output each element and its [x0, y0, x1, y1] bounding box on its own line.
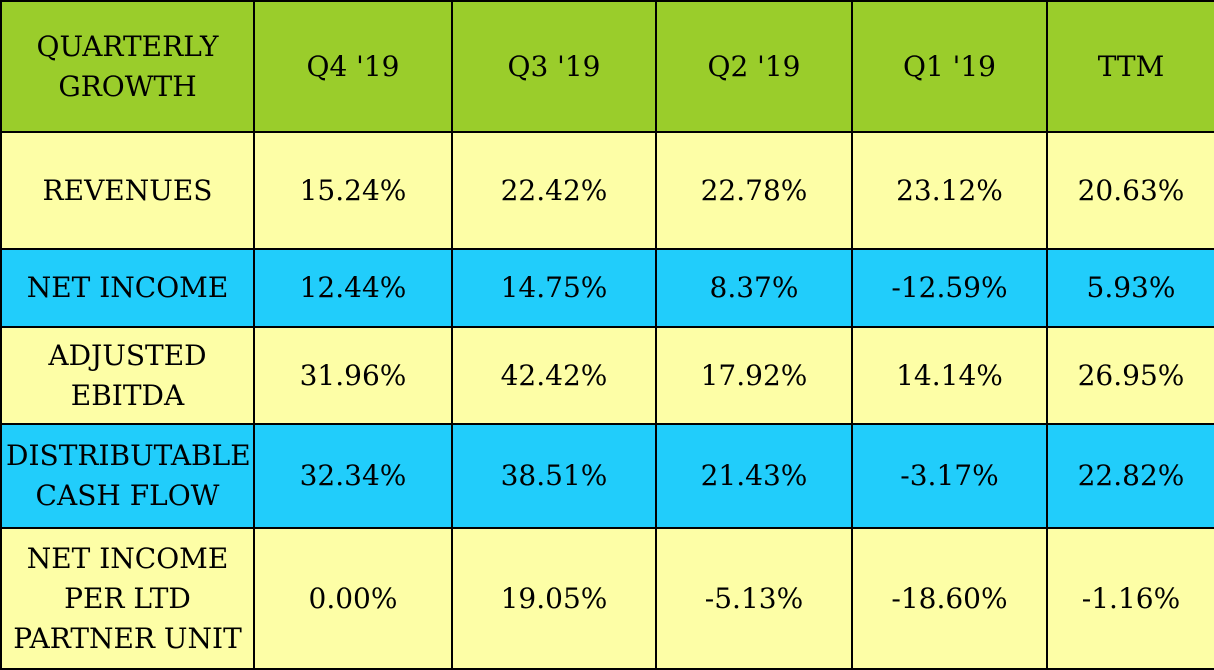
row-label-line: REVENUES [42, 173, 213, 207]
table-row-adjusted-ebitda: ADJUSTED EBITDA 31.96% 42.42% 17.92% 14.… [0, 326, 1214, 425]
table-cell: 8.37% [655, 248, 853, 328]
table-cell: 14.75% [451, 248, 657, 328]
row-label-net-income: NET INCOME [0, 248, 255, 328]
corner-label-line: QUARTERLY [36, 29, 219, 63]
table-cell: 0.00% [253, 527, 453, 670]
row-label-line: PER LTD [64, 581, 191, 615]
table-row-revenues: REVENUES 15.24% 22.42% 22.78% 23.12% 20.… [0, 131, 1214, 250]
table-cell: 20.63% [1046, 131, 1214, 250]
row-label-adjusted-ebitda: ADJUSTED EBITDA [0, 326, 255, 425]
corner-label-line: GROWTH [58, 69, 197, 103]
table-cell: 12.44% [253, 248, 453, 328]
table-cell: -18.60% [851, 527, 1048, 670]
column-header-q3-19: Q3 '19 [451, 0, 657, 133]
table-cell: 15.24% [253, 131, 453, 250]
row-label-revenues: REVENUES [0, 131, 255, 250]
table-cell: 21.43% [655, 423, 853, 529]
column-header-q1-19: Q1 '19 [851, 0, 1048, 133]
table-row-net-income: NET INCOME 12.44% 14.75% 8.37% -12.59% 5… [0, 248, 1214, 328]
table-row-distributable-cash-flow: DISTRIBUTABLE CASH FLOW 32.34% 38.51% 21… [0, 423, 1214, 529]
row-label-distributable-cash-flow: DISTRIBUTABLE CASH FLOW [0, 423, 255, 529]
table-cell: 5.93% [1046, 248, 1214, 328]
table-cell: -1.16% [1046, 527, 1214, 670]
row-label-line: DISTRIBUTABLE [6, 439, 251, 472]
table-cell: 22.78% [655, 131, 853, 250]
table-cell: 42.42% [451, 326, 657, 425]
table-cell: 14.14% [851, 326, 1048, 425]
table-row-net-income-per-ltd-partner-unit: NET INCOME PER LTD PARTNER UNIT 0.00% 19… [0, 527, 1214, 670]
table-cell: 23.12% [851, 131, 1048, 250]
table-cell: 19.05% [451, 527, 657, 670]
row-label-line: PARTNER UNIT [13, 621, 242, 655]
row-label-line: NET INCOME [26, 541, 229, 575]
column-header-q2-19: Q2 '19 [655, 0, 853, 133]
header-row: QUARTERLY GROWTH Q4 '19 Q3 '19 Q2 '19 Q1… [0, 0, 1214, 133]
row-label-line: EBITDA [70, 378, 185, 412]
row-label-line: CASH FLOW [35, 479, 220, 512]
row-label-line: ADJUSTED [48, 338, 207, 372]
corner-header-cell: QUARTERLY GROWTH [0, 0, 255, 133]
table-cell: 31.96% [253, 326, 453, 425]
table-cell: -12.59% [851, 248, 1048, 328]
row-label-net-income-per-ltd-partner-unit: NET INCOME PER LTD PARTNER UNIT [0, 527, 255, 670]
table-cell: -5.13% [655, 527, 853, 670]
column-header-q4-19: Q4 '19 [253, 0, 453, 133]
table-cell: 38.51% [451, 423, 657, 529]
table-cell: -3.17% [851, 423, 1048, 529]
column-header-ttm: TTM [1046, 0, 1214, 133]
table-cell: 22.82% [1046, 423, 1214, 529]
table-cell: 26.95% [1046, 326, 1214, 425]
table-cell: 17.92% [655, 326, 853, 425]
table-cell: 32.34% [253, 423, 453, 529]
table-cell: 22.42% [451, 131, 657, 250]
row-label-line: NET INCOME [26, 271, 229, 304]
